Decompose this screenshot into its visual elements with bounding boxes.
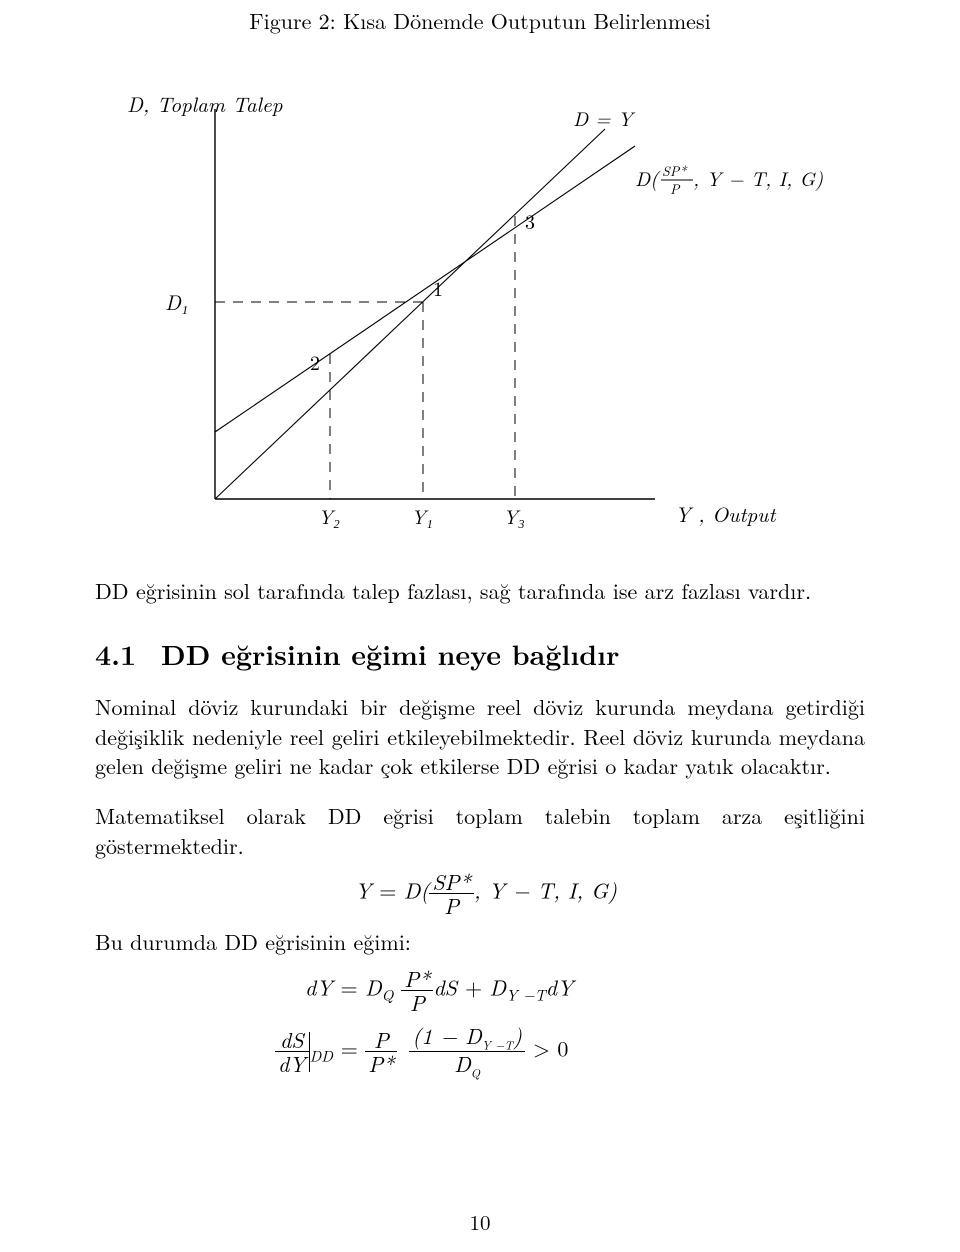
equation-dSdY: dS dY DD = P P* (1 − DY −T) DQ > 0 [95, 1024, 865, 1079]
svg-text:D(: D( [635, 163, 661, 192]
section-heading: 4.1DD eğrisinin eğimi neye bağlıdır [95, 636, 865, 674]
svg-text:P: P [670, 179, 681, 199]
equation-Y: Y = D( SP* P , Y − T, I, G) [95, 870, 865, 917]
line-DY-label: D = Y [573, 103, 636, 132]
equation-dY: dY = DQ P* P dS + DY −TdY [95, 967, 865, 1014]
d1-label: D₁ [165, 287, 188, 317]
x-tick-y1: Y₁ [411, 501, 433, 530]
paragraph-1: DD eğrisinin sol tarafında talep fazlası… [95, 576, 865, 606]
y-axis-label: D, Toplam Talep [127, 89, 283, 119]
point-3: 3 [525, 206, 535, 235]
x-tick-y2: Y₂ [318, 501, 340, 530]
svg-text:SP*: SP* [662, 161, 688, 181]
x-tick-y3: Y₃ [503, 501, 525, 530]
figure-caption: Figure 2: Kısa Dönemde Outputun Belirlen… [95, 6, 865, 36]
point-1: 1 [433, 273, 443, 302]
paragraph-4: Bu durumda DD eğrisinin eğimi: [95, 927, 865, 957]
section-title: DD eğrisinin eğimi neye bağlıdır [161, 634, 619, 674]
paragraph-3: Matematiksel olarak DD eğrisi toplam tal… [95, 801, 865, 860]
line-demand [215, 146, 635, 432]
svg-text:, Y − T, I, G): , Y − T, I, G) [693, 163, 823, 192]
paragraph-2: Nominal döviz kurundaki bir değişme reel… [95, 692, 865, 781]
point-2: 2 [310, 347, 320, 376]
x-axis-label: Y , Output [675, 499, 776, 529]
demand-curve-label: D( SP* P , Y − T, I, G) [635, 161, 823, 199]
page-number: 10 [0, 1208, 960, 1236]
figure-chart: D, Toplam Talep Y , Output D₁ Y₂ Y₁ Y₃ D… [95, 54, 865, 551]
line-DY [215, 129, 605, 499]
section-number: 4.1 [95, 636, 161, 674]
